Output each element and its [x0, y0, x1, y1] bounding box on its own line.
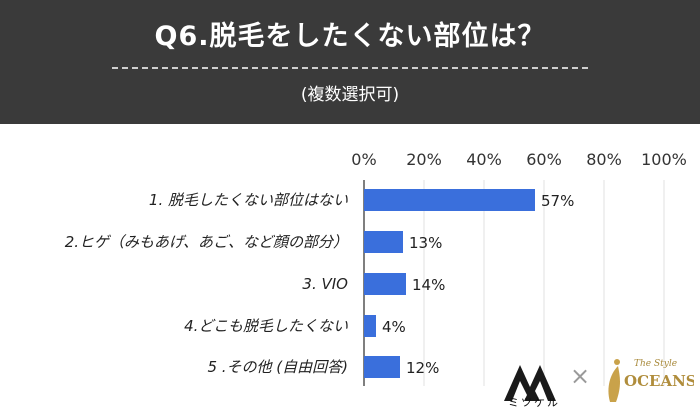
value-label: 14%: [412, 276, 445, 294]
oceans-logo-icon: The Style OCEANS: [608, 359, 694, 402]
category-label: 5 .その他 (自由回答): [207, 358, 348, 376]
page-title: Q6.脱毛をしたくない部位は？: [154, 21, 546, 52]
logo-separator: ×: [569, 362, 591, 390]
mitsukeru-logo-text: ミツケル: [508, 396, 560, 409]
bar: [364, 356, 400, 378]
x-tick-label: 20%: [406, 150, 442, 169]
category-label: 1. 脱毛したくない部位はない: [149, 191, 348, 209]
value-label: 4%: [382, 318, 406, 336]
bar: [364, 189, 535, 211]
value-labels: 57% 13% 14% 4% 12%: [382, 192, 574, 377]
x-tick-label: 60%: [526, 150, 562, 169]
header-banner: Q6.脱毛をしたくない部位は？ (複数選択可): [0, 0, 700, 124]
bar: [364, 231, 403, 253]
x-tick-label: 0%: [351, 150, 376, 169]
title-divider: [112, 67, 588, 69]
bar: [364, 273, 406, 295]
mitsukeru-logo-icon: [504, 365, 556, 401]
x-tick-label: 40%: [466, 150, 502, 169]
value-label: 13%: [409, 234, 442, 252]
category-label: 3. VIO: [302, 275, 348, 293]
value-label: 57%: [541, 192, 574, 210]
bars: [364, 189, 535, 378]
oceans-logo-script: The Style: [634, 359, 677, 369]
grid-lines: [363, 180, 665, 386]
page-subtitle: (複数選択可): [300, 85, 400, 105]
category-labels: 1. 脱毛したくない部位はない 2.ヒゲ（みもあげ、あご、など顔の部分） 3. VI…: [65, 191, 348, 376]
oceans-logo-text: OCEANS: [624, 372, 694, 390]
x-axis-ticks: 0% 20% 40% 60% 80% 100%: [351, 150, 687, 169]
category-label: 4.どこも脱毛したくない: [184, 317, 348, 335]
category-label: 2.ヒゲ（みもあげ、あご、など顔の部分）: [65, 233, 348, 251]
value-label: 12%: [406, 359, 439, 377]
bar: [364, 315, 376, 337]
bar-chart: 0% 20% 40% 60% 80% 100% 1. 脱毛したくない部位はない 2.ヒゲ（み…: [65, 150, 687, 386]
x-tick-label: 80%: [586, 150, 622, 169]
x-tick-label: 100%: [641, 150, 687, 169]
